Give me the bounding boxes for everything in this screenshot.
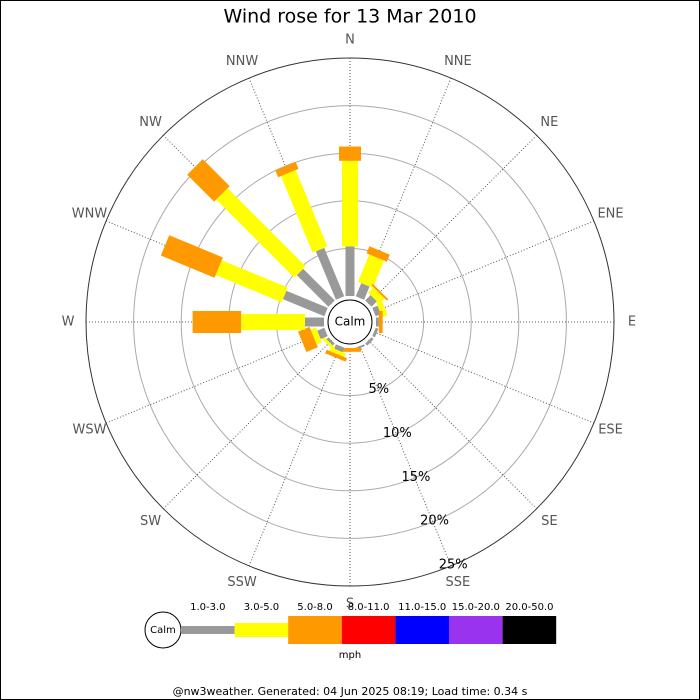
direction-line [359, 345, 452, 567]
radial-tick-label: 5% [368, 382, 389, 397]
direction-label: NW [139, 115, 162, 130]
direction-line [162, 340, 332, 510]
unit-label: mph [339, 650, 361, 661]
legend-calm-label: Calm [150, 625, 176, 636]
wind-bar [334, 344, 345, 353]
wind-bar [366, 246, 390, 262]
wind-bar [376, 300, 388, 318]
direction-label: SSE [446, 575, 471, 590]
radial-tick-label: 20% [420, 514, 449, 529]
wind-bar [275, 161, 299, 178]
direction-label: SE [541, 514, 557, 529]
legend-label: 8.0-11.0 [348, 602, 390, 613]
legend-swatch [288, 616, 342, 644]
direction-label: SSW [227, 575, 257, 590]
chart-title: Wind rose for 13 Mar 2010 [223, 6, 476, 28]
grid-ring [133, 105, 567, 539]
wind-bar [339, 146, 361, 161]
wind-bar [372, 305, 382, 317]
legend-label: 3.0-5.0 [244, 602, 279, 613]
wind-bar [192, 311, 242, 333]
wind-bar [339, 348, 361, 352]
wind-bar [368, 287, 385, 304]
wind-bar [317, 327, 328, 340]
direction-label: NE [540, 115, 558, 130]
direction-label: WNW [72, 207, 108, 222]
direction-label: ENE [597, 207, 623, 222]
direction-line [368, 340, 538, 510]
direction-label: NNE [444, 54, 472, 69]
wind-bar [371, 283, 389, 301]
wind-bar [375, 317, 379, 327]
wind-bar [325, 349, 347, 362]
wind-bar [315, 247, 345, 300]
wind-bar [241, 314, 305, 330]
legend-swatch [395, 616, 449, 644]
legend-label: 11.0-15.0 [398, 602, 446, 613]
wind-bar [298, 326, 318, 352]
calm-label: Calm [335, 315, 366, 329]
direction-label: WSW [72, 422, 106, 437]
legend-swatch [449, 616, 503, 644]
radial-tick-label: 15% [402, 470, 431, 485]
wind-bar [372, 327, 379, 338]
wind-bar [342, 160, 358, 247]
wind-bar [378, 311, 383, 333]
wind-bar [282, 290, 328, 317]
legend-swatch [234, 623, 289, 637]
wind-bar [310, 327, 323, 345]
wind-bar [321, 336, 336, 351]
wind-bar [215, 260, 288, 303]
legend-swatch [181, 626, 235, 634]
wind-bar [345, 246, 355, 296]
footer: @nw3weather. Generated: 04 Jun 2025 08:1… [173, 685, 528, 698]
direction-label: S [346, 597, 354, 612]
wind-bar [187, 159, 230, 202]
wind-bar [280, 170, 328, 253]
legend-label: 5.0-8.0 [297, 602, 332, 613]
direction-label: NNW [226, 54, 258, 69]
direction-line [105, 331, 327, 424]
wind-bar [365, 295, 377, 307]
direction-line [373, 220, 595, 313]
radial-tick-label: 10% [383, 426, 412, 441]
wind-bar [296, 268, 335, 307]
direction-label: N [345, 33, 355, 48]
legend-swatch [341, 616, 396, 644]
direction-label: ESE [598, 422, 623, 437]
direction-label: W [62, 315, 75, 330]
wind-bar [160, 235, 223, 278]
direction-line [368, 134, 538, 304]
legend-label: 20.0-50.0 [505, 602, 553, 613]
direction-line [248, 345, 341, 567]
legend-swatch [502, 616, 557, 644]
wind-bar [326, 337, 335, 346]
wind-bar [355, 283, 370, 300]
calm-circle [327, 299, 373, 345]
wind-bar [304, 317, 324, 327]
legend-label: 1.0-3.0 [190, 602, 225, 613]
radial-tick-label: 25% [439, 558, 468, 573]
direction-label: E [628, 315, 636, 330]
wind-bar [216, 188, 306, 278]
direction-label: SW [140, 514, 161, 529]
direction-line [373, 331, 595, 424]
wind-bar [365, 337, 374, 346]
legend-label: 15.0-20.0 [452, 602, 500, 613]
wind-bar [358, 254, 385, 288]
